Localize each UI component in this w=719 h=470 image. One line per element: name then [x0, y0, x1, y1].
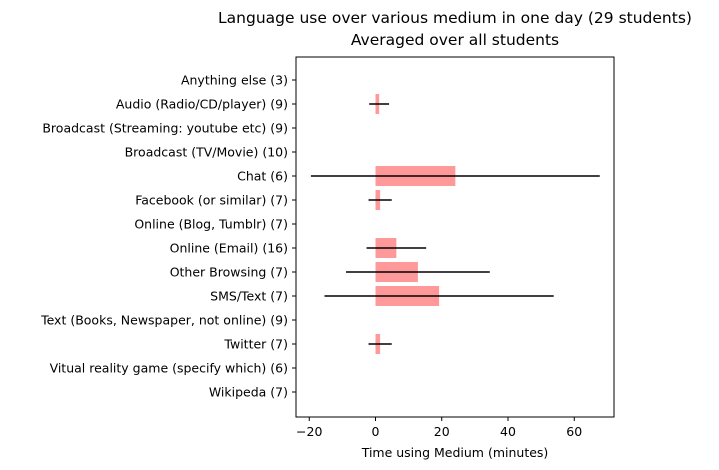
y-tick-label: Audio (Radio/CD/player) (9) [116, 97, 288, 112]
y-tick-label: Broadcast (TV/Movie) (10) [125, 145, 288, 160]
error-bars-layer [310, 103, 600, 345]
x-tick-label: 20 [434, 424, 450, 439]
chart-title: Language use over various medium in one … [218, 9, 692, 27]
bars-layer [375, 94, 456, 354]
y-tick-label: Text (Books, Newspaper, not online) (9) [40, 313, 288, 328]
y-tick-label: Chat (6) [237, 169, 288, 184]
y-tick-label: SMS/Text (7) [210, 289, 288, 304]
x-tick-label: −20 [296, 424, 322, 439]
chart-subtitle: Averaged over all students [351, 31, 559, 49]
plot-area-frame [295, 56, 615, 418]
y-axis: Anything else (3) Audio (Radio/CD/player)… [40, 73, 296, 400]
x-tick-label: 60 [566, 424, 582, 439]
y-tick-label: Facebook (or similar) (7) [135, 193, 288, 208]
y-tick-label: Broadcast (Streaming: youtube etc) (9) [42, 121, 288, 136]
y-tick-label: Online (Blog, Tumblr) (7) [134, 217, 288, 232]
y-tick-label: Wikipeda (7) [209, 385, 288, 400]
y-tick-label: Online (Email) (16) [170, 241, 288, 256]
y-tick-label: Twitter (7) [223, 337, 288, 352]
x-axis-label: Time using Medium (minutes) [361, 445, 549, 460]
y-tick-label: Vitual reality game (specify which) (6) [50, 361, 288, 376]
x-tick-label: 0 [372, 424, 380, 439]
x-tick-label: 40 [500, 424, 516, 439]
y-tick-label: Other Browsing (7) [170, 265, 288, 280]
x-axis: −20 0 20 40 60 [296, 417, 582, 439]
y-tick-label: Anything else (3) [181, 73, 288, 88]
